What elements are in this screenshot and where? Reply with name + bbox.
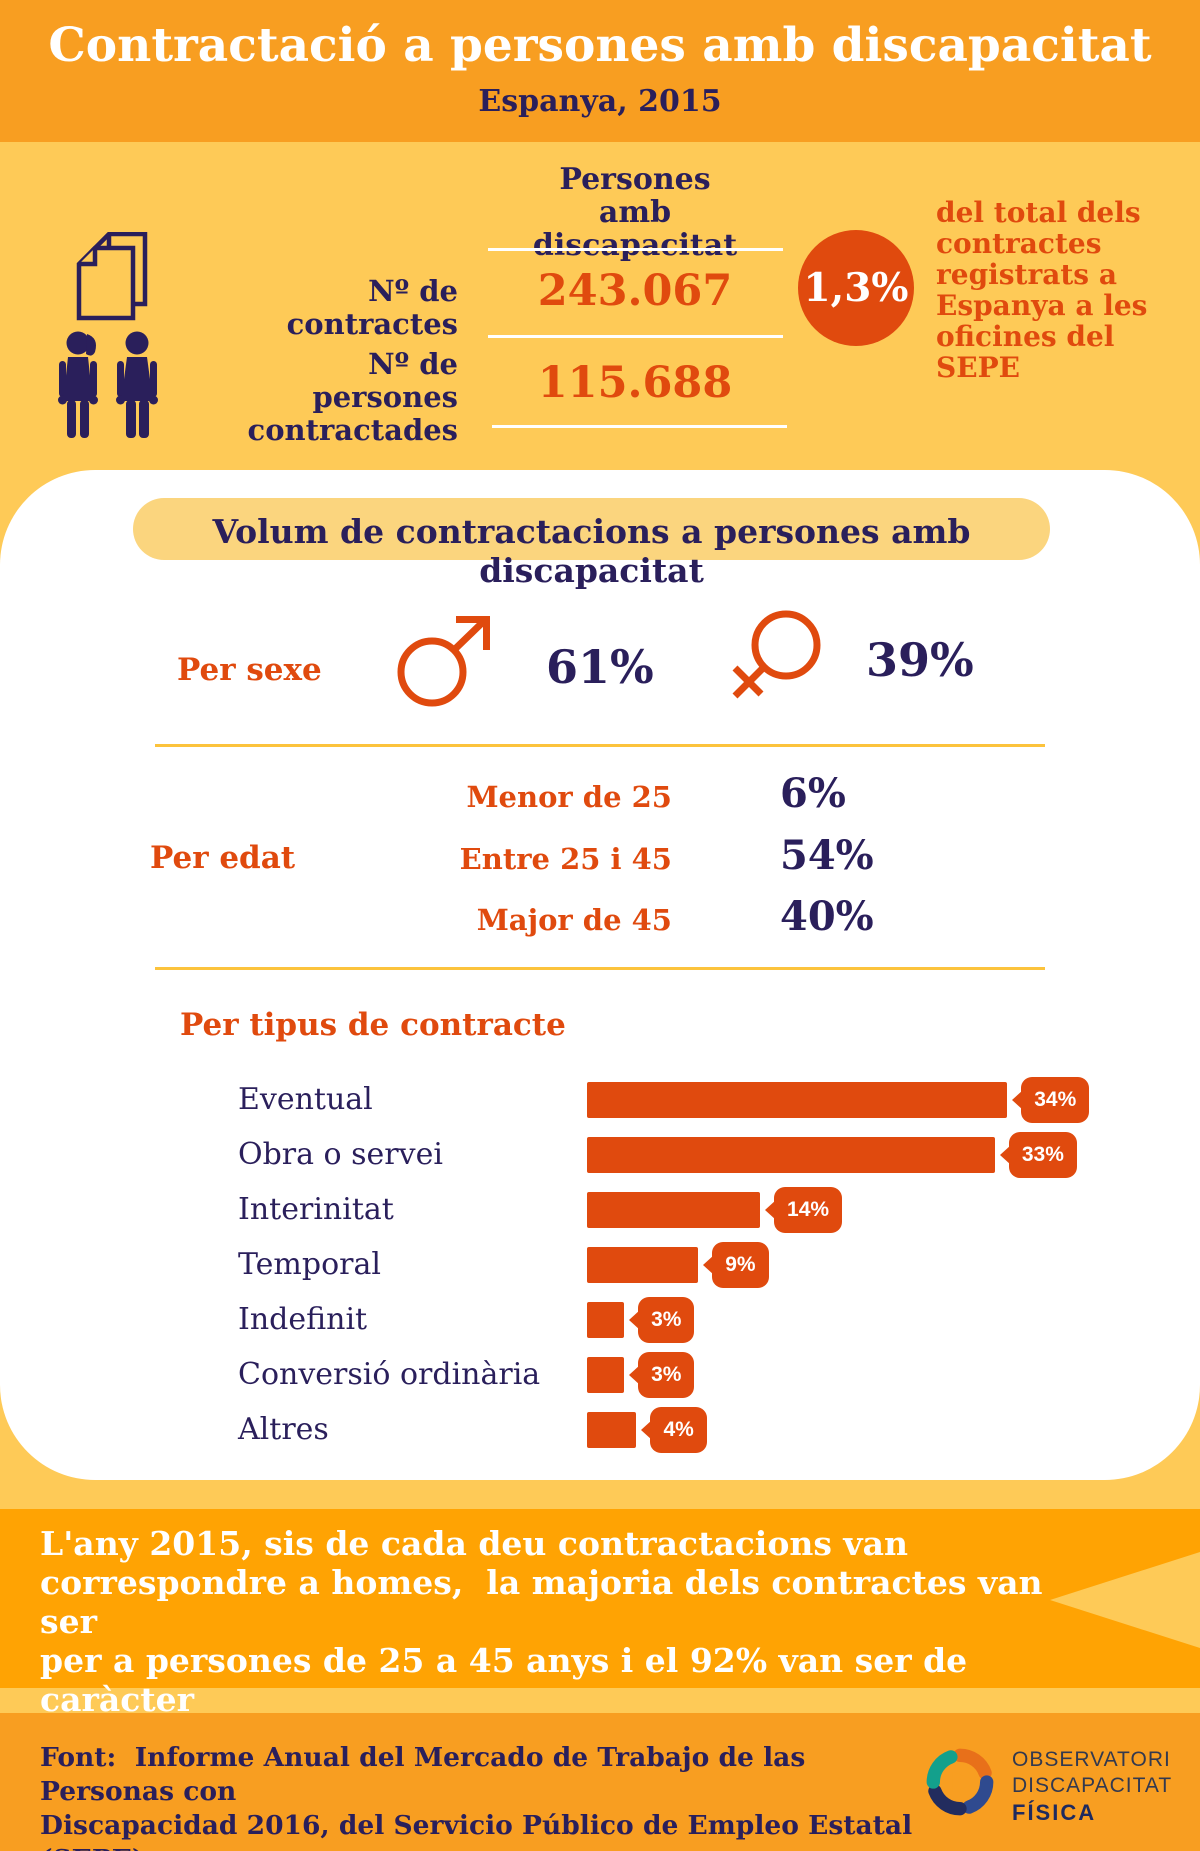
stats-divider-3 (492, 425, 787, 428)
age-row-value: 54% (780, 832, 874, 879)
bar-value-badge: 33% (1008, 1132, 1077, 1178)
contract-type-heading: Per tipus de contracte (180, 1007, 566, 1043)
bar-value-badge: 9% (712, 1242, 769, 1288)
section-divider-2 (155, 967, 1045, 970)
bar (587, 1082, 1008, 1118)
bar (587, 1137, 995, 1173)
age-section-label: Per edat (150, 840, 296, 876)
bar-row: 33% (587, 1132, 1077, 1178)
age-row-label: Menor de 25 (466, 780, 672, 814)
bar-value-badge: 34% (1021, 1077, 1090, 1123)
male-icon (396, 614, 496, 712)
statement-line: per a persones de 25 a 45 anys i el 92% … (40, 1641, 979, 1719)
bar-label: Conversió ordinària (238, 1357, 541, 1392)
age-row-value: 6% (780, 770, 846, 817)
chevron-left-icon (1050, 1552, 1200, 1648)
female-icon (722, 608, 826, 712)
page-title: Contractació a persones amb discapacitat (48, 18, 1152, 73)
page-subtitle: Espanya, 2015 (478, 84, 722, 119)
bar-value-badge: 4% (650, 1407, 707, 1453)
bar-row: 14% (587, 1187, 843, 1233)
stat-value-persons: 115.688 (537, 358, 733, 408)
bar-row: 3% (587, 1297, 695, 1343)
bar-row: 34% (587, 1077, 1090, 1123)
stats-divider-2 (488, 335, 783, 338)
bar-label: Indefinit (238, 1302, 368, 1337)
male-percent: 61% (546, 640, 654, 694)
bar-label: Altres (238, 1412, 329, 1447)
stats-column-header: Persones amb discapacitat (532, 162, 738, 263)
observatori-logo-icon (922, 1744, 998, 1824)
logo-line-2: DISCAPACITAT (1012, 1774, 1173, 1797)
bar-value-badge: 3% (638, 1352, 695, 1398)
sex-section-label: Per sexe (177, 652, 322, 688)
bar (587, 1192, 761, 1228)
source-text: Font: Informe Anual del Mercado de Traba… (40, 1741, 940, 1851)
logo-line-1: OBSERVATORI (1012, 1748, 1171, 1771)
section-divider-1 (155, 744, 1045, 747)
share-caption: del total dels contractes registrats a E… (936, 196, 1148, 384)
share-circle-badge: 1,3% (798, 230, 914, 346)
stat-label-persons: Nº de persones contractades (247, 347, 458, 447)
header-band (0, 0, 1200, 142)
bar (587, 1412, 637, 1448)
source-line: Discapacidad 2016, del Servicio Público … (40, 1810, 913, 1851)
footer-band (0, 1713, 1200, 1851)
woman-silhouette (58, 331, 98, 438)
bar (587, 1302, 625, 1338)
statement-band (0, 1509, 1200, 1688)
bar-label: Eventual (238, 1082, 373, 1117)
statement-line: correspondre a homes, la majoria dels co… (40, 1563, 1054, 1641)
bar-label: Temporal (238, 1247, 381, 1282)
volume-title: Volum de contractacions a persones amb d… (212, 512, 971, 590)
stat-value-contracts: 243.067 (537, 266, 733, 316)
bar-row: 4% (587, 1407, 707, 1453)
bar-row: 3% (587, 1352, 695, 1398)
bar (587, 1357, 625, 1393)
logo-line-3: FÍSICA (1012, 1800, 1097, 1825)
people-icon (56, 330, 168, 448)
bar-row: 9% (587, 1242, 769, 1288)
female-percent: 39% (866, 633, 974, 687)
bar-label: Interinitat (238, 1192, 394, 1227)
age-row-value: 40% (780, 893, 874, 940)
bar-label: Obra o servei (238, 1137, 443, 1172)
volume-title-pill (133, 498, 1050, 560)
statement-line: L'any 2015, sis de cada deu contractacio… (40, 1524, 908, 1563)
age-row-label: Major de 45 (476, 903, 672, 937)
bar (587, 1247, 699, 1283)
source-line: Font: Informe Anual del Mercado de Traba… (40, 1742, 815, 1807)
man-silhouette (116, 331, 158, 438)
stats-divider-1 (488, 248, 783, 251)
stat-label-contracts: Nº de contractes (286, 274, 458, 341)
documents-icon (75, 231, 151, 326)
observatori-logo-text: OBSERVATORI DISCAPACITAT FÍSICA (1012, 1747, 1172, 1826)
bar-value-badge: 14% (774, 1187, 843, 1233)
bar-value-badge: 3% (638, 1297, 695, 1343)
age-row-label: Entre 25 i 45 (459, 842, 672, 876)
